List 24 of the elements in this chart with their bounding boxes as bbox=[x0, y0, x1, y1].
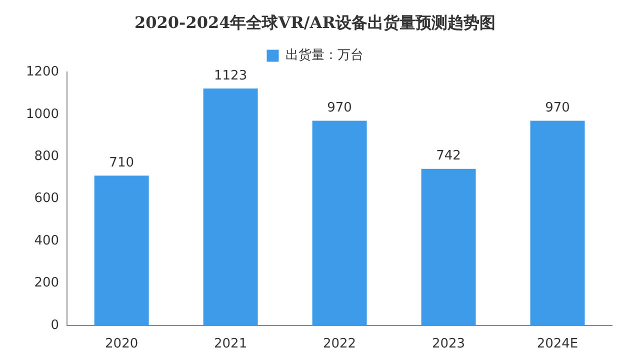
x-tick-label: 2023 bbox=[432, 336, 466, 352]
y-tick-label: 800 bbox=[34, 148, 60, 164]
bar bbox=[203, 88, 258, 326]
bar bbox=[530, 120, 585, 326]
y-tick-label: 1200 bbox=[26, 64, 60, 80]
y-tick-label: 0 bbox=[50, 318, 60, 333]
x-tick-label: 2022 bbox=[322, 336, 356, 352]
chart-title: 2020-2024年全球VR/AR设备出货量预测趋势图 bbox=[134, 12, 496, 32]
y-tick-label: 200 bbox=[34, 276, 60, 291]
data-label: 710 bbox=[109, 155, 134, 170]
y-tick-label: 600 bbox=[34, 191, 60, 206]
data-label: 742 bbox=[436, 148, 461, 164]
x-tick-label: 2020 bbox=[105, 336, 138, 352]
data-label: 1123 bbox=[214, 68, 248, 84]
y-tick-label: 1000 bbox=[26, 106, 60, 122]
data-label: 970 bbox=[327, 100, 352, 116]
y-tick-label: 400 bbox=[34, 233, 60, 248]
x-tick-label: 2021 bbox=[214, 336, 248, 352]
bar bbox=[312, 120, 367, 326]
data-label: 970 bbox=[545, 100, 570, 116]
bar bbox=[94, 176, 149, 326]
x-tick-label: 2024E bbox=[536, 336, 578, 352]
legend-label: 出货量：万台 bbox=[285, 48, 364, 64]
bar bbox=[421, 168, 476, 326]
